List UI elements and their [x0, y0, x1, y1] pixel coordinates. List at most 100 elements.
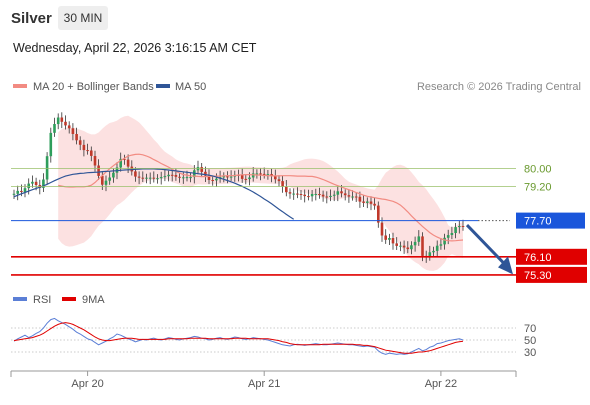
candle-body	[251, 173, 255, 178]
candle-body	[145, 177, 148, 179]
candle-body	[358, 196, 362, 202]
candle-body	[373, 203, 376, 206]
candle-body	[351, 196, 354, 198]
rsi-level-label-70: 70	[524, 323, 536, 335]
main-legend: MA 20 + Bollinger Bands MA 50 Research ©…	[13, 81, 581, 93]
candle-body	[82, 144, 86, 151]
candle-body	[134, 171, 137, 177]
chart-credit: Research © 2026 Trading Central	[417, 81, 581, 93]
candle-body	[410, 245, 413, 250]
candle-body	[152, 177, 156, 179]
candle-body	[104, 180, 108, 185]
candle-body	[428, 252, 432, 257]
candle-body	[137, 176, 141, 178]
candle-body	[417, 236, 421, 242]
candle-body	[108, 177, 111, 181]
x-axis: Apr 20 Apr 21 Apr 22	[10, 370, 517, 390]
rsi-line	[13, 317, 464, 355]
x-tick-label: Apr 20	[71, 378, 103, 390]
candle-body	[299, 194, 303, 195]
candle-body	[336, 191, 340, 195]
candle-body	[277, 179, 281, 182]
candle-body	[207, 175, 211, 180]
candle-body	[402, 245, 406, 248]
candle-body	[321, 194, 325, 197]
candle-body	[307, 196, 310, 198]
support-badge-76.10	[516, 248, 587, 265]
candle-body	[16, 190, 19, 194]
candle-body	[159, 177, 163, 179]
candle-body	[182, 177, 185, 179]
x-tick-label: Apr 21	[248, 378, 280, 390]
candle-body	[200, 167, 203, 172]
candle-body	[42, 179, 45, 188]
candle-body	[303, 194, 306, 197]
forecast-arrow-shaft	[465, 224, 507, 266]
rsi-level-label-30: 30	[524, 347, 536, 359]
candle-body	[255, 173, 259, 175]
candle-body	[101, 175, 104, 185]
pivot-label: 77.70	[524, 216, 552, 228]
candle-body	[329, 195, 332, 197]
candle-body	[222, 176, 226, 178]
pivot-badge	[516, 212, 585, 229]
candle-body	[60, 117, 64, 122]
candle-body	[318, 194, 321, 195]
candle-body	[156, 178, 159, 180]
candle-body	[366, 201, 369, 203]
candle-body	[56, 117, 60, 125]
candle-body	[380, 222, 384, 236]
timeframe-button[interactable]: 30 MIN	[58, 6, 108, 30]
candle-body	[215, 178, 218, 181]
candle-body	[174, 175, 178, 177]
candle-body	[340, 191, 343, 194]
candle-body	[229, 176, 233, 178]
candle-body	[170, 174, 174, 176]
candle-body	[285, 186, 288, 193]
candle-body	[64, 121, 67, 126]
candle-body	[384, 235, 387, 240]
candle-body	[163, 176, 167, 178]
candle-body	[75, 134, 78, 141]
candle-body	[126, 159, 130, 167]
candle-body	[281, 181, 284, 187]
candle-body	[435, 245, 439, 251]
rsi-level-label-50: 50	[524, 335, 536, 347]
candle-body	[377, 205, 380, 223]
candle-body	[67, 125, 71, 129]
price-plot	[12, 112, 465, 271]
candle-body	[123, 158, 126, 160]
support-badge-75.30	[516, 266, 587, 283]
candle-body	[71, 128, 75, 134]
candle-body	[262, 173, 266, 175]
candle-body	[141, 177, 145, 179]
candle-body	[45, 156, 49, 180]
candle-body	[178, 176, 181, 178]
candle-body	[446, 235, 450, 238]
candle-body	[458, 226, 461, 228]
resistance-label-79.20: 79.20	[524, 182, 552, 194]
candle-body	[211, 180, 214, 181]
candle-body	[90, 150, 93, 156]
legend-swatch-ma20	[13, 84, 27, 88]
candle-body	[226, 176, 229, 178]
candle-body	[148, 177, 152, 179]
candle-body	[391, 238, 395, 244]
candle-body	[354, 196, 358, 198]
candle-body	[185, 177, 189, 179]
candle-body	[53, 124, 56, 133]
rsi-ma-line	[13, 322, 464, 354]
candle-body	[240, 175, 244, 179]
candle-body	[443, 237, 446, 245]
legend-rsi-ma-label: 9MA	[82, 294, 105, 306]
candle-body	[362, 201, 365, 203]
candle-body	[12, 193, 16, 195]
candle-body	[248, 177, 251, 180]
ma50-line	[13, 168, 295, 220]
bollinger-band	[58, 115, 463, 271]
candle-body	[347, 195, 351, 197]
support-label-76.10: 76.10	[524, 252, 552, 264]
candle-body	[399, 245, 402, 247]
